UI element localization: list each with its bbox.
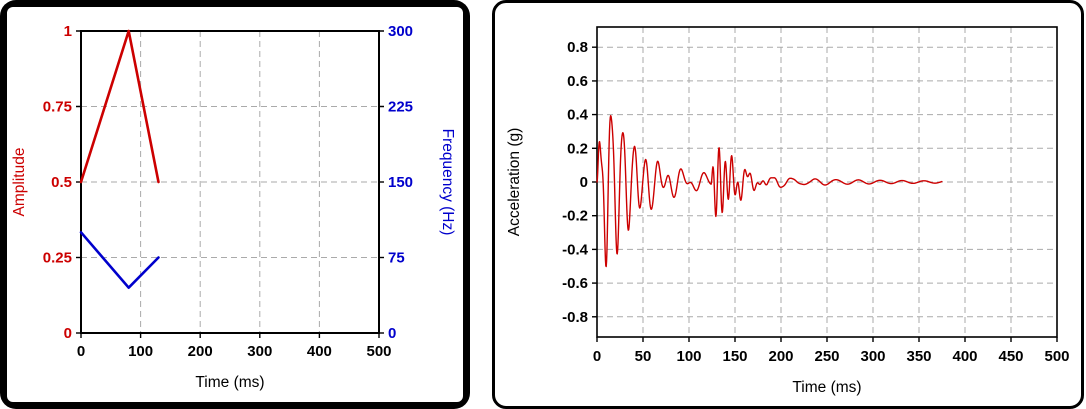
amplitude-series-line [79,29,160,184]
y-tick-label: -0.4 [562,241,589,258]
x-tick-label: 0 [593,348,601,365]
x-axis-title: Time (ms) [195,374,264,391]
y2-tick-label: 75 [388,250,405,267]
x-tick-label: 400 [307,343,332,360]
gridlines [81,31,379,333]
y-tick-label: -0.6 [562,275,588,292]
x-tick-label: 150 [722,348,747,365]
y-tick-label: -0.2 [562,208,588,225]
x-tick-label: 100 [676,348,701,365]
acceleration-response-panel: 0 50 100 150 200 250 300 350 400 450 500 0.8 0.6 0.4 0… [492,0,1084,409]
y2-tick-label: 150 [388,174,413,191]
x-tick-label: 400 [952,348,977,365]
x-tick-label: 100 [128,343,153,360]
y2-tick-label: 225 [388,99,413,116]
y-tick-label: 0.6 [567,73,588,90]
y-axis-title: Acceleration (g) [506,128,523,237]
x-tick-label: 200 [188,343,213,360]
y-tick-label: 0 [64,325,72,342]
x-tick-label: 500 [1044,348,1069,365]
x-tick-label: 300 [860,348,885,365]
x-tick-label: 200 [768,348,793,365]
y2-tick-label: 0 [388,325,396,342]
amplitude-frequency-chart: 0 100 200 300 400 50000.250.50.75107515022530… [11,23,456,391]
y2-tick-label: 300 [388,23,413,40]
acceleration-time-chart: 0 50 100 150 200 250 300 350 400 450 500 0.8 0.6 0.4 0… [506,26,1070,396]
pulse-definition-panel: 0 100 200 300 400 500 0 0.25 0.5 0.75 1 0 75 150 225 30… [0,0,470,409]
x-axis-title: Time (ms) [792,379,861,396]
x-tick-label: 350 [906,348,931,365]
x-tick-label: 0 [77,343,85,360]
y-tick-label: 0.25 [43,250,72,267]
acceleration-series-line [596,115,943,268]
x-tick-label: 250 [814,348,839,365]
y2-axis-title: Frequency (Hz) [439,129,456,236]
y-tick-label: 0.4 [567,107,589,124]
x-tick-label: 500 [366,343,391,360]
x-tick-label: 300 [247,343,272,360]
y-tick-label: 0.8 [567,39,588,56]
y-tick-label: 1 [64,23,72,40]
y-axis-title: Amplitude [11,148,28,217]
y-tick-label: 0.2 [567,140,588,157]
y-tick-label: 0.75 [43,99,72,116]
x-tick-label: 50 [635,348,652,365]
y-tick-label: 0.5 [51,174,72,191]
pulse-definition-panel-inner: 0 100 200 300 400 500 0 0.25 0.5 0.75 1 0 75 150 225 30… [7,7,463,402]
frequency-series-line [79,231,160,290]
y-tick-label: -0.8 [562,309,588,326]
x-tick-label: 450 [998,348,1023,365]
y-tick-label: 0 [580,174,588,191]
